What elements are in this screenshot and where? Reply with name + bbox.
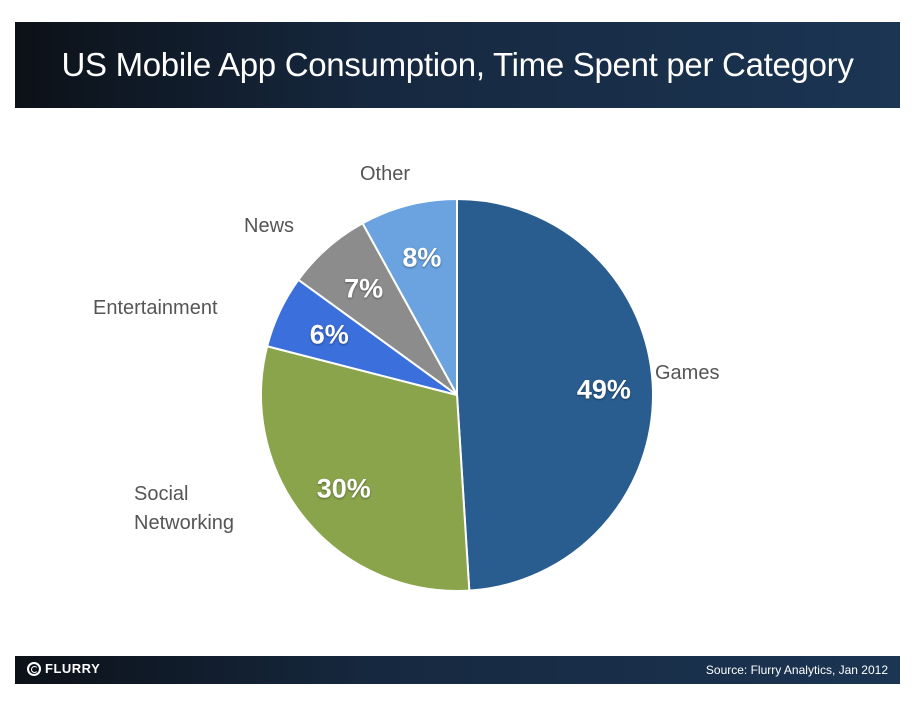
pct-label-entertainment: 6% — [309, 319, 349, 350]
label-social-networking: Social Networking — [134, 483, 235, 534]
pie-slice-social-networking — [260, 345, 471, 592]
flurry-logo-text: FLURRY — [45, 661, 101, 676]
title-banner: US Mobile App Consumption, Time Spent pe… — [15, 22, 900, 108]
pct-label-social-networking: 30% — [316, 473, 371, 504]
flurry-logo: FLURRY — [27, 661, 100, 676]
label-other: Other — [360, 163, 411, 185]
flurry-logo-icon — [27, 661, 41, 676]
footer-bar: FLURRY Source: Flurry Analytics, Jan 201… — [15, 656, 900, 684]
chart-title: US Mobile App Consumption, Time Spent pe… — [61, 46, 854, 83]
pct-label-games: 49% — [576, 374, 631, 405]
pie-slice-other — [361, 197, 458, 396]
pct-label-news: 7% — [344, 273, 384, 304]
pct-label-other: 8% — [402, 242, 442, 273]
pie-slice-games — [456, 197, 654, 592]
label-news: News — [244, 215, 295, 237]
label-entertainment: Entertainment — [93, 297, 218, 319]
label-games: Games — [655, 362, 720, 384]
source-note: Source: Flurry Analytics, Jan 2012 — [705, 663, 888, 677]
